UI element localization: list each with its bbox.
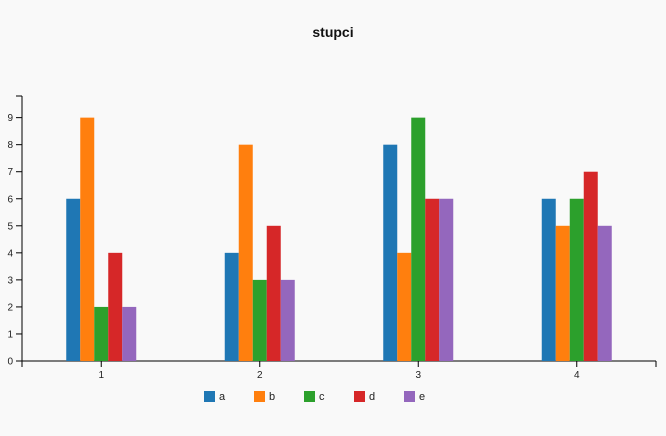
bar-c-1 (94, 306, 109, 361)
bar-b-2 (238, 144, 253, 361)
x-tick-label: 3 (415, 370, 421, 381)
y-tick-label: 2 (7, 302, 13, 313)
bar-b-3 (397, 252, 412, 361)
legend-label-a: a (219, 391, 226, 403)
bar-e-1 (122, 306, 137, 361)
legend-label-d: d (369, 391, 375, 403)
bar-d-4 (583, 171, 598, 361)
bar-d-3 (425, 198, 440, 361)
bar-a-3 (383, 144, 398, 361)
bar-e-2 (280, 279, 295, 361)
bar-e-3 (439, 198, 454, 361)
y-tick-label: 6 (7, 194, 13, 205)
legend: a b c d e (204, 391, 425, 403)
y-tick-label: 9 (7, 113, 13, 124)
bar-b-4 (555, 225, 570, 361)
legend-label-b: b (269, 391, 275, 403)
x-tick-label: 2 (257, 370, 263, 381)
y-tick-label: 8 (7, 140, 13, 151)
y-tick-label: 1 (7, 329, 13, 340)
legend-swatch-c (304, 391, 315, 402)
y-axis: 0 1 2 3 4 5 6 7 8 9 (7, 95, 23, 368)
legend-swatch-d (354, 391, 365, 402)
bars (66, 117, 612, 361)
y-tick-label: 4 (7, 248, 13, 259)
bar-c-4 (569, 198, 584, 361)
y-tick-label: 5 (7, 221, 13, 232)
bar-a-2 (224, 252, 239, 361)
bar-a-4 (541, 198, 556, 361)
legend-swatch-b (254, 391, 265, 402)
bar-d-1 (108, 252, 123, 361)
legend-swatch-a (204, 391, 215, 402)
x-tick-label: 1 (98, 370, 104, 381)
y-tick-label: 3 (7, 275, 13, 286)
x-tick-label: 4 (574, 370, 580, 381)
bar-c-3 (411, 117, 426, 361)
chart-title: stupci (312, 24, 354, 40)
bar-c-2 (252, 279, 267, 361)
bar-a-1 (66, 198, 81, 361)
bar-b-1 (80, 117, 95, 361)
legend-label-c: c (319, 391, 325, 403)
y-tick-label: 0 (7, 357, 13, 368)
bar-e-4 (597, 225, 612, 361)
x-axis: 1 2 3 4 (21, 360, 657, 381)
legend-label-e: e (419, 391, 425, 403)
y-tick-label: 7 (7, 167, 13, 178)
bar-d-2 (266, 225, 281, 361)
legend-swatch-e (404, 391, 415, 402)
